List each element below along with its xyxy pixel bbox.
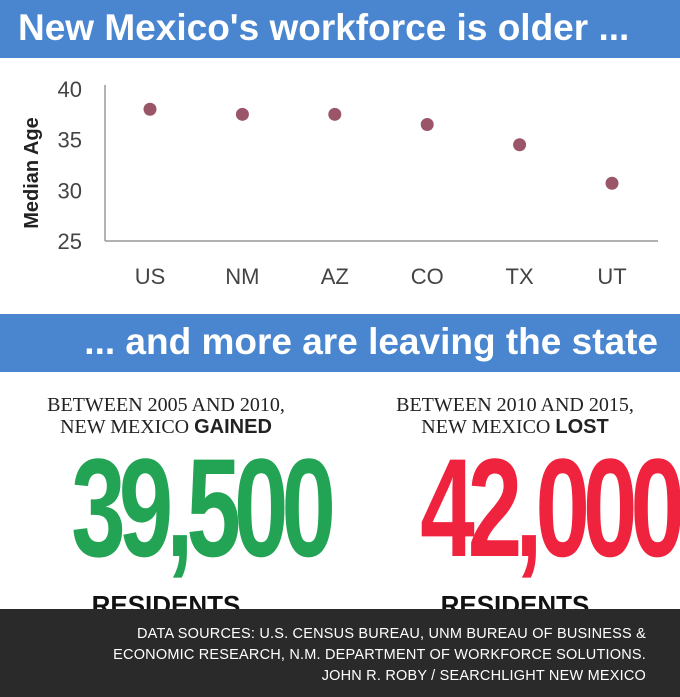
data-point: [328, 107, 342, 121]
gained-intro-line1: BETWEEN 2005 AND 2010,: [47, 394, 285, 416]
y-tick-label: 40: [58, 77, 82, 102]
x-tick-label: UT: [597, 264, 626, 289]
y-tick-label: 30: [58, 178, 82, 203]
x-tick-label: NM: [225, 264, 259, 289]
x-tick-label: AZ: [321, 264, 349, 289]
data-point: [605, 176, 619, 190]
lost-intro-line1: BETWEEN 2010 AND 2015,: [396, 394, 634, 416]
gained-intro: BETWEEN 2005 AND 2010, NEW MEXICO GAINED: [16, 394, 316, 438]
lost-intro: BETWEEN 2010 AND 2015, NEW MEXICO LOST: [365, 394, 665, 438]
lost-stat: BETWEEN 2010 AND 2015, NEW MEXICO LOST 4…: [365, 394, 680, 621]
y-tick-label: 25: [58, 229, 82, 254]
gained-number: 39,500: [71, 429, 336, 586]
headline-title: New Mexico's workforce is older ...: [18, 7, 630, 48]
gained-intro-prefix: NEW MEXICO: [60, 416, 195, 438]
gained-intro-emphasis: GAINED: [194, 416, 272, 438]
median-age-chart: 25 30 35 40 Median Age US NM AZ CO TX UT: [21, 77, 658, 289]
x-tick-label: US: [135, 264, 166, 289]
y-axis-title: Median Age: [21, 117, 43, 229]
subheadline-title: ... and more are leaving the state: [84, 321, 658, 362]
gained-stat: BETWEEN 2005 AND 2010, NEW MEXICO GAINED…: [16, 394, 336, 621]
credits-line3: JOHN R. ROBY / SEARCHLIGHT NEW MEXICO: [321, 668, 646, 684]
data-point: [420, 117, 434, 131]
lost-intro-emphasis: LOST: [555, 416, 609, 438]
data-point: [143, 102, 157, 116]
credits-line1: DATA SOURCES: U.S. CENSUS BUREAU, UNM BU…: [137, 626, 646, 642]
credits-footer: DATA SOURCES: U.S. CENSUS BUREAU, UNM BU…: [0, 609, 680, 697]
data-point: [513, 138, 527, 152]
subheadline-banner: ... and more are leaving the state: [0, 314, 680, 372]
x-tick-label: CO: [411, 264, 444, 289]
lost-intro-prefix: NEW MEXICO: [421, 416, 556, 438]
lost-intro-line2: NEW MEXICO LOST: [365, 416, 665, 438]
credits-line2: ECONOMIC RESEARCH, N.M. DEPARTMENT OF WO…: [113, 647, 646, 663]
gained-intro-line2: NEW MEXICO GAINED: [16, 416, 316, 438]
data-point: [235, 107, 249, 121]
x-tick-label: TX: [506, 264, 534, 289]
lost-number: 42,000: [420, 429, 680, 586]
headline-banner: New Mexico's workforce is older ...: [0, 0, 680, 58]
y-tick-label: 35: [58, 128, 82, 153]
